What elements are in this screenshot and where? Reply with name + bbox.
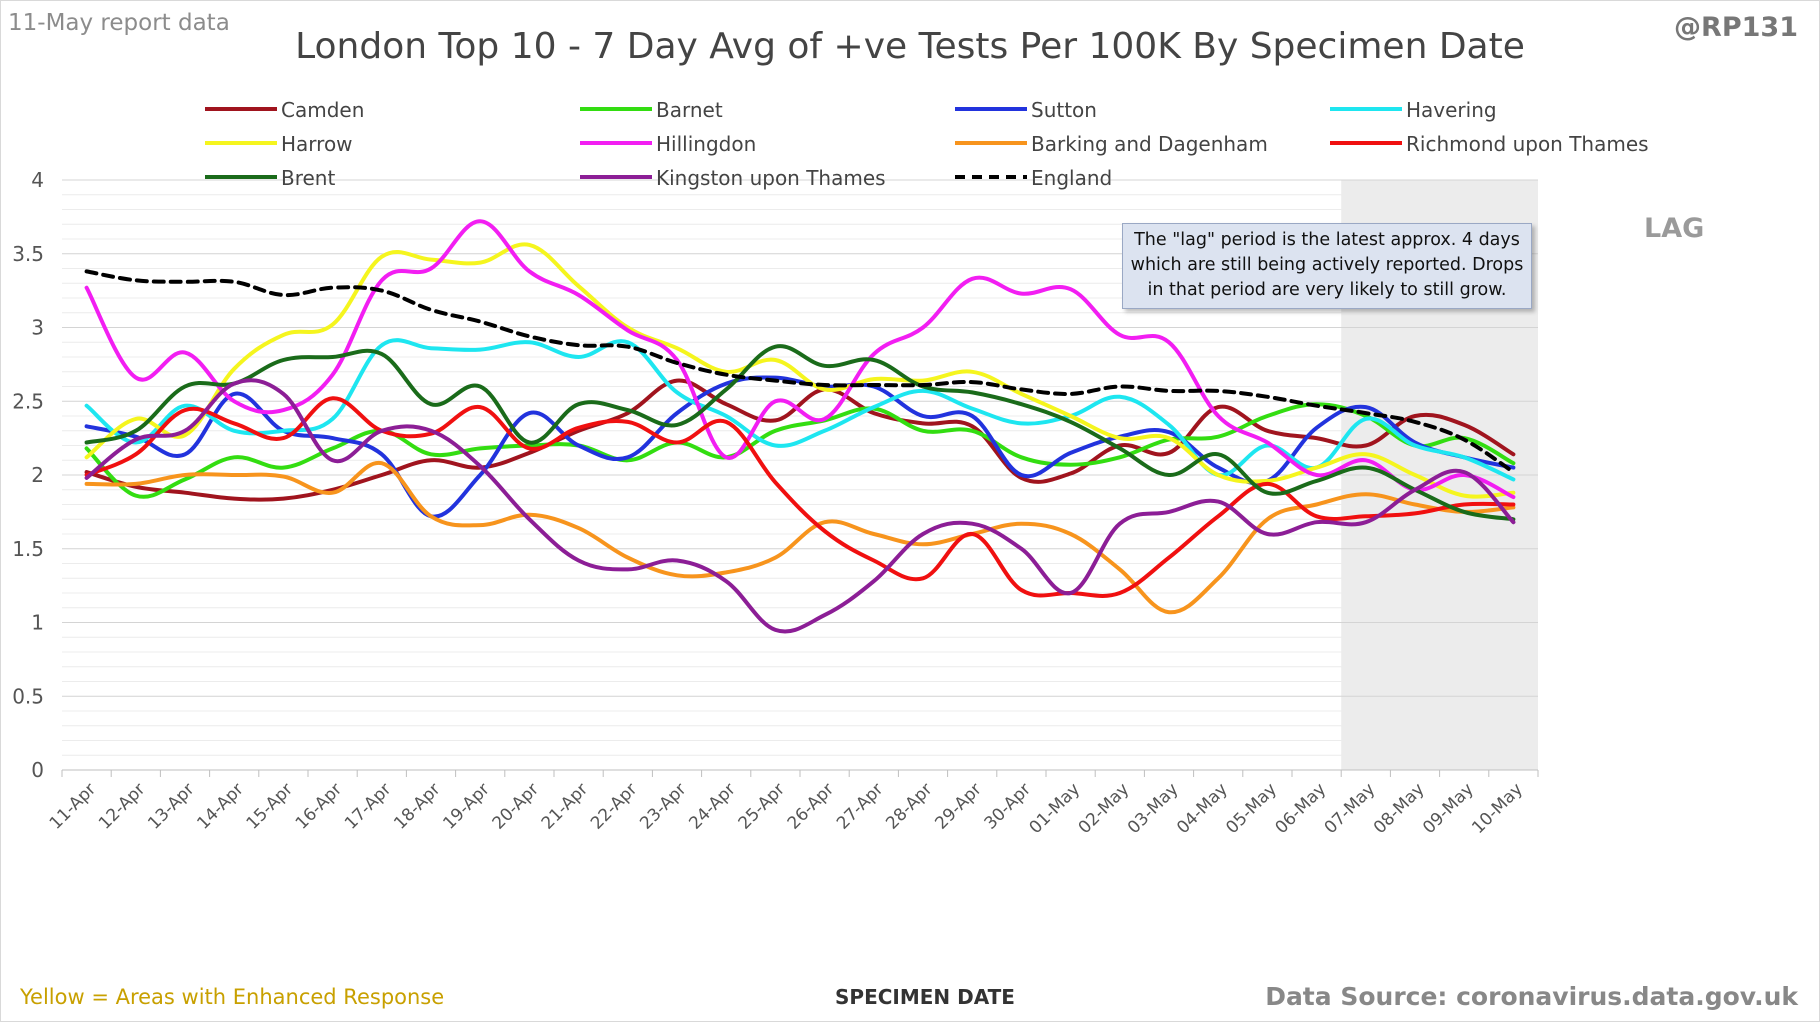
- x-tick-label: 06-May: [1272, 779, 1331, 838]
- x-tick-label: 24-Apr: [685, 779, 739, 833]
- series-line-england: [84, 269, 1516, 475]
- x-tick-label: 29-Apr: [931, 779, 985, 833]
- series-line-harrow: [84, 242, 1516, 499]
- legend-label-richmond-upon-thames: Richmond upon Thames: [1406, 132, 1649, 156]
- series-line-richmond-upon-thames: [84, 396, 1516, 598]
- y-tick-label: 3: [31, 316, 44, 340]
- series-line-kingston-upon-thames: [84, 378, 1516, 634]
- y-tick-label: 0.5: [12, 684, 44, 708]
- x-tick-label: 02-May: [1075, 779, 1134, 838]
- x-tick-label: 08-May: [1370, 779, 1429, 838]
- y-tick-label: 3.5: [12, 242, 44, 266]
- x-tick-label: 15-Apr: [243, 779, 297, 833]
- x-tick-label: 13-Apr: [144, 779, 198, 833]
- x-tick-label: 07-May: [1321, 779, 1380, 838]
- y-tick-label: 1.5: [12, 537, 44, 561]
- x-axis-label: SPECIMEN DATE: [835, 985, 1015, 1009]
- x-tick-label: 19-Apr: [439, 779, 493, 833]
- x-tick-label: 27-Apr: [833, 779, 887, 833]
- legend-label-sutton: Sutton: [1031, 98, 1097, 122]
- legend-label-barnet: Barnet: [656, 98, 723, 122]
- legend-label-brent: Brent: [281, 166, 335, 190]
- series-line-camden: [84, 378, 1516, 502]
- y-tick-label: 1: [31, 611, 44, 635]
- x-tick-label: 05-May: [1222, 779, 1281, 838]
- x-tick-label: 10-May: [1468, 779, 1527, 838]
- series-line-hillingdon: [84, 219, 1516, 500]
- x-tick-label: 14-Apr: [193, 779, 247, 833]
- x-tick-label: 01-May: [1026, 779, 1085, 838]
- y-tick-label: 4: [31, 168, 44, 192]
- x-tick-label: 11-Apr: [46, 779, 100, 833]
- lag-note-box: The "lag" period is the latest approx. 4…: [1122, 223, 1532, 309]
- legend-label-camden: Camden: [281, 98, 364, 122]
- x-tick-label: 09-May: [1419, 779, 1478, 838]
- y-tick-label: 0: [31, 758, 44, 782]
- series-line-brent: [84, 344, 1516, 522]
- series-line-barking-and-dagenham: [84, 461, 1516, 615]
- x-tick-label: 20-Apr: [489, 779, 543, 833]
- x-tick-label: 16-Apr: [292, 779, 346, 833]
- x-tick-label: 04-May: [1173, 779, 1232, 838]
- x-tick-label: 28-Apr: [882, 779, 936, 833]
- legend-label-barking-and-dagenham: Barking and Dagenham: [1031, 132, 1268, 156]
- legend-label-england: England: [1031, 166, 1112, 190]
- x-tick-label: 21-Apr: [538, 779, 592, 833]
- data-source: Data Source: coronavirus.data.gov.uk: [1265, 982, 1798, 1011]
- legend-label-kingston-upon-thames: Kingston upon Thames: [656, 166, 886, 190]
- legend-label-havering: Havering: [1406, 98, 1497, 122]
- lag-label: LAG: [1644, 213, 1705, 244]
- x-tick-label: 23-Apr: [636, 779, 690, 833]
- y-tick-label: 2.5: [12, 389, 44, 413]
- x-tick-label: 26-Apr: [784, 779, 838, 833]
- chart-title: London Top 10 - 7 Day Avg of +ve Tests P…: [295, 26, 1525, 67]
- x-tick-label: 12-Apr: [95, 779, 149, 833]
- x-tick-label: 03-May: [1124, 779, 1183, 838]
- report-date-label: 11-May report data: [8, 10, 230, 36]
- y-tick-label: 2: [31, 463, 44, 487]
- x-tick-label: 17-Apr: [341, 779, 395, 833]
- x-tick-label: 25-Apr: [735, 779, 789, 833]
- x-tick-label: 18-Apr: [390, 779, 444, 833]
- enhanced-response-note: Yellow = Areas with Enhanced Response: [20, 985, 445, 1009]
- legend-label-harrow: Harrow: [281, 132, 353, 156]
- legend-label-hillingdon: Hillingdon: [656, 132, 756, 156]
- author-handle: @RP131: [1674, 12, 1798, 43]
- x-tick-label: 22-Apr: [587, 779, 641, 833]
